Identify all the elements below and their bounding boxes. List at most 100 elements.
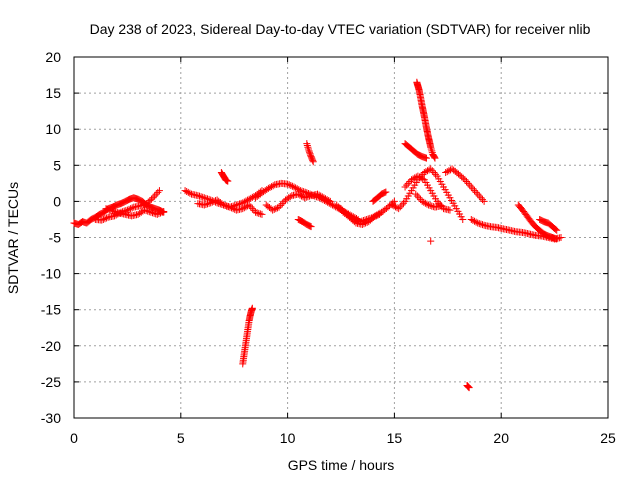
data-series-arc-06	[217, 169, 232, 185]
data-point	[202, 194, 210, 202]
data-point	[428, 202, 436, 210]
data-point	[306, 150, 314, 158]
data-point	[358, 217, 366, 225]
data-point	[269, 206, 277, 214]
data-point	[320, 194, 328, 202]
data-point	[430, 153, 438, 161]
data-point	[218, 200, 226, 208]
data-point	[399, 199, 407, 207]
data-point	[253, 209, 261, 217]
data-point	[186, 189, 194, 197]
data-series-arc-07	[239, 304, 256, 368]
x-axis-label: GPS time / hours	[288, 457, 395, 473]
data-point	[105, 206, 113, 214]
data-point	[427, 143, 435, 151]
data-point	[288, 182, 296, 190]
data-point	[195, 192, 203, 200]
data-point	[433, 197, 441, 205]
data-point	[239, 205, 247, 213]
data-point	[140, 206, 148, 214]
data-point	[423, 200, 431, 208]
data-point	[363, 215, 371, 223]
data-point	[155, 187, 163, 195]
data-point	[144, 198, 152, 206]
y-tick-label: -25	[41, 374, 61, 390]
data-point	[285, 181, 293, 189]
data-point	[183, 187, 191, 195]
data-point	[200, 201, 208, 209]
data-point	[364, 215, 372, 223]
data-point	[204, 200, 211, 208]
data-point	[194, 192, 202, 200]
data-series-arc-05	[194, 196, 266, 218]
data-point	[184, 188, 192, 196]
data-point	[432, 170, 440, 178]
data-point	[456, 171, 464, 179]
data-series-arc-20	[427, 237, 435, 245]
data-point	[465, 384, 473, 392]
y-axis-label: SDTVAR / TECUs	[5, 182, 21, 294]
data-point	[418, 197, 426, 205]
data-point	[390, 202, 398, 210]
data-point	[229, 205, 237, 213]
data-point	[464, 179, 472, 187]
data-point	[428, 167, 436, 175]
data-point	[104, 205, 112, 213]
data-point	[461, 176, 469, 184]
data-series-arc-25	[536, 215, 561, 234]
data-point	[268, 183, 276, 191]
data-point	[477, 194, 485, 202]
data-point	[464, 382, 472, 390]
data-point	[369, 213, 377, 221]
data-point	[147, 195, 155, 203]
data-point	[303, 140, 311, 148]
data-point	[407, 176, 415, 184]
data-point	[471, 187, 478, 195]
data-point	[294, 190, 302, 198]
data-point	[125, 205, 133, 213]
data-point	[401, 183, 409, 191]
data-point	[375, 210, 383, 218]
data-point	[277, 201, 285, 209]
data-point	[479, 196, 487, 204]
data-point	[322, 195, 330, 203]
data-point	[293, 185, 301, 193]
data-point	[427, 237, 435, 245]
data-point	[446, 206, 454, 214]
data-point	[425, 166, 433, 174]
data-point	[420, 169, 428, 177]
data-point	[396, 203, 404, 211]
data-point	[467, 215, 475, 223]
y-tick-label: 10	[45, 121, 61, 137]
data-point	[425, 201, 433, 209]
data-point	[472, 188, 480, 196]
data-point	[146, 197, 154, 205]
y-tick-label: -15	[41, 302, 61, 318]
data-point	[245, 201, 253, 209]
data-point	[437, 202, 445, 210]
data-point	[458, 173, 466, 181]
data-series-arc-22	[463, 382, 473, 392]
data-point	[430, 152, 438, 160]
data-series-arc-13	[337, 205, 383, 226]
data-point	[475, 220, 483, 228]
y-tick-label: 5	[53, 157, 61, 173]
data-point	[467, 183, 475, 191]
data-point	[107, 206, 115, 214]
data-point	[123, 206, 131, 214]
data-point	[247, 203, 255, 211]
data-point	[145, 208, 153, 216]
data-series-arc-03	[102, 205, 168, 220]
data-point	[221, 202, 229, 210]
data-point	[220, 201, 228, 209]
data-point	[381, 189, 389, 197]
data-point	[101, 215, 109, 223]
data-series-arc-17	[412, 190, 445, 211]
data-point	[139, 201, 147, 209]
data-point	[143, 200, 151, 208]
data-point	[427, 165, 435, 173]
data-series-arc-09	[262, 190, 334, 214]
data-point	[371, 213, 379, 221]
data-point	[284, 180, 292, 188]
